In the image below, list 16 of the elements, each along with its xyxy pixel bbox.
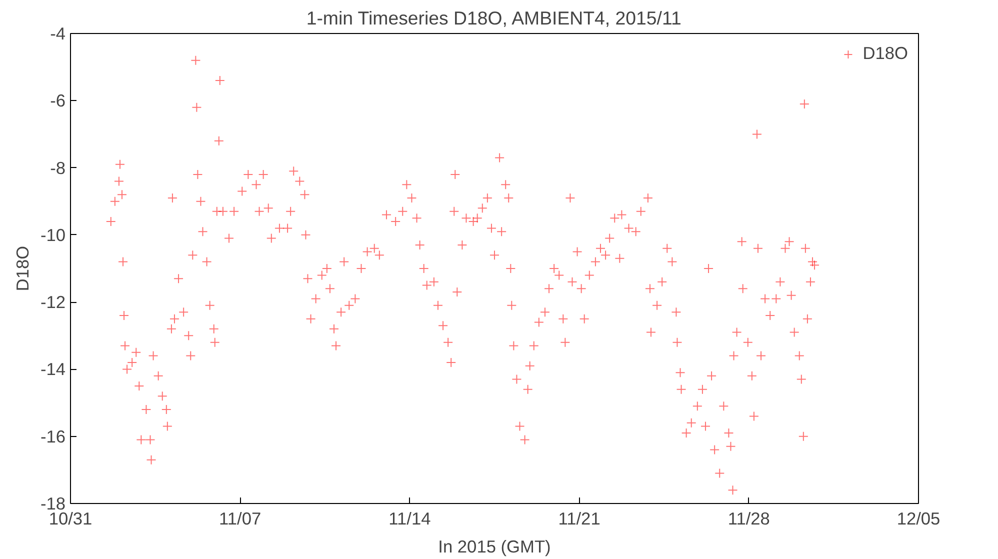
x-tick-label: 11/07 [219, 508, 262, 528]
x-axis-title: In 2015 (GMT) [438, 536, 551, 556]
x-tick-label: 11/21 [558, 508, 600, 528]
x-tick-label: 11/28 [728, 508, 770, 528]
y-tick-label: -12 [40, 292, 66, 312]
y-tick-label: -6 [50, 90, 66, 111]
y-tick-label: -10 [40, 224, 66, 245]
y-tick-label: -8 [50, 158, 66, 178]
x-tick-label: 11/14 [388, 508, 432, 528]
y-tick-label: -4 [50, 24, 66, 44]
y-tick-label: -16 [40, 426, 66, 446]
y-tick-label: -14 [40, 359, 66, 380]
chart-title: 1-min Timeseries D18O, AMBIENT4, 2015/11 [306, 8, 682, 28]
y-axis-title: D18O [12, 246, 32, 292]
x-tick-label: 12/05 [896, 508, 940, 528]
legend-label: D18O [862, 43, 908, 64]
